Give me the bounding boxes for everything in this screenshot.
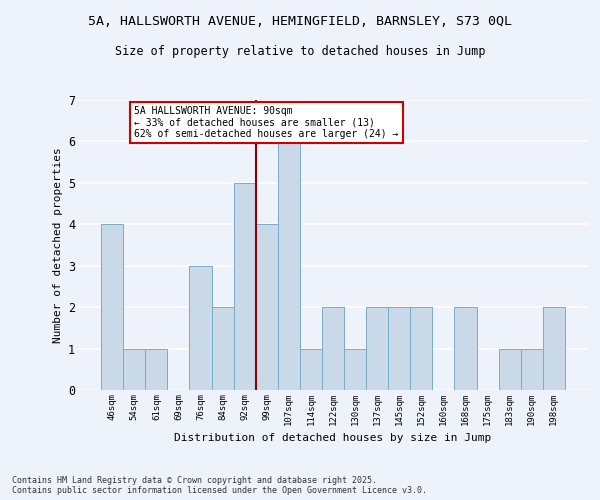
Bar: [212, 307, 233, 390]
Bar: [145, 348, 167, 390]
Bar: [344, 348, 366, 390]
Bar: [366, 307, 388, 390]
Text: 5A HALLSWORTH AVENUE: 90sqm
← 33% of detached houses are smaller (13)
62% of sem: 5A HALLSWORTH AVENUE: 90sqm ← 33% of det…: [134, 106, 398, 140]
Bar: [123, 348, 145, 390]
X-axis label: Distribution of detached houses by size in Jump: Distribution of detached houses by size …: [175, 434, 491, 444]
Bar: [300, 348, 322, 390]
Bar: [190, 266, 212, 390]
Bar: [233, 183, 256, 390]
Bar: [101, 224, 123, 390]
Text: Size of property relative to detached houses in Jump: Size of property relative to detached ho…: [115, 45, 485, 58]
Bar: [521, 348, 543, 390]
Bar: [278, 142, 300, 390]
Text: Contains HM Land Registry data © Crown copyright and database right 2025.
Contai: Contains HM Land Registry data © Crown c…: [12, 476, 427, 495]
Text: 5A, HALLSWORTH AVENUE, HEMINGFIELD, BARNSLEY, S73 0QL: 5A, HALLSWORTH AVENUE, HEMINGFIELD, BARN…: [88, 15, 512, 28]
Y-axis label: Number of detached properties: Number of detached properties: [53, 147, 62, 343]
Bar: [410, 307, 433, 390]
Bar: [499, 348, 521, 390]
Bar: [322, 307, 344, 390]
Bar: [388, 307, 410, 390]
Bar: [256, 224, 278, 390]
Bar: [543, 307, 565, 390]
Bar: [454, 307, 476, 390]
